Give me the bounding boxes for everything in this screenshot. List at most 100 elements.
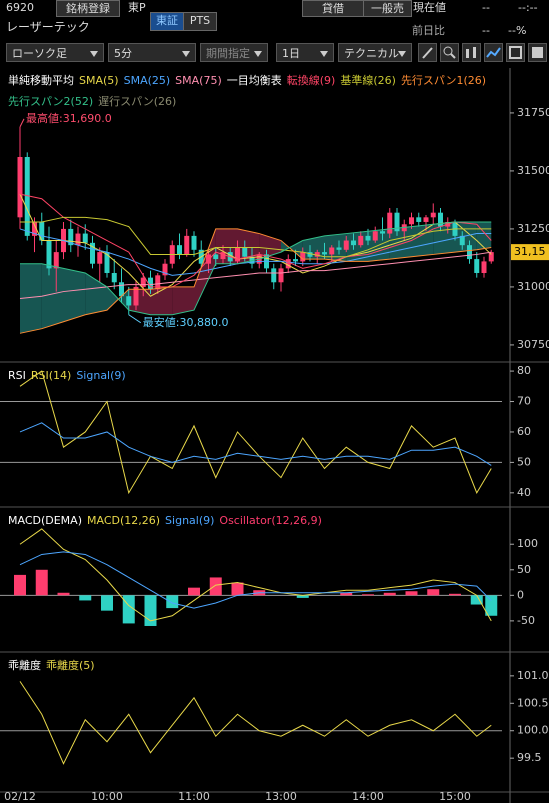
candle-body xyxy=(322,252,327,255)
candle-body xyxy=(126,296,132,306)
change-pct: --% xyxy=(508,24,527,37)
histogram-bar xyxy=(14,574,26,596)
icon xyxy=(532,47,543,58)
candle-body xyxy=(430,212,436,218)
candle-body xyxy=(133,286,139,306)
y-tick-label: 0 xyxy=(517,588,524,601)
y-tick-label: 30750 xyxy=(517,338,549,351)
indicator-line xyxy=(19,422,492,466)
candle-body xyxy=(416,217,422,222)
span-select[interactable]: 1日 xyxy=(276,43,334,62)
candle-body xyxy=(140,277,146,287)
legend-entry: RSI xyxy=(8,369,26,382)
bars-icon[interactable] xyxy=(462,43,481,62)
indicator-line xyxy=(19,551,492,609)
cloud xyxy=(20,263,42,334)
y-tick-label: 31750 xyxy=(517,106,549,119)
icon xyxy=(466,47,476,58)
candle-body xyxy=(32,221,37,236)
histogram-bar xyxy=(485,595,498,616)
candle-body xyxy=(17,157,23,218)
legend-entry: RSI(14) xyxy=(31,369,71,382)
histogram-bar xyxy=(296,595,309,598)
candle-body xyxy=(155,275,161,290)
change: -- xyxy=(482,24,490,37)
cloud xyxy=(433,221,455,255)
stock-code: 6920 xyxy=(6,1,34,14)
candle-body xyxy=(488,252,494,262)
exchange-tab[interactable]: PTS xyxy=(183,12,217,31)
icon xyxy=(422,47,433,59)
candle-body xyxy=(177,245,182,255)
register-button[interactable]: 銘柄登録 xyxy=(56,0,120,17)
sell-button[interactable]: 一般売 xyxy=(363,0,412,17)
y-tick-label: 100.0 xyxy=(517,724,549,737)
legend-entry: 転換線(9) xyxy=(287,73,336,87)
chart-kind-select[interactable]: ローソク足 xyxy=(6,43,104,62)
candle-body xyxy=(409,217,414,225)
candle-body xyxy=(358,235,364,246)
x-tick-label: 11:00 xyxy=(178,790,210,803)
margin-button[interactable]: 貸借 xyxy=(302,0,364,17)
legend-entry: 乖離度(5) xyxy=(46,658,95,672)
y-tick-label: 31000 xyxy=(517,280,549,293)
candle-body xyxy=(329,247,335,255)
candle-body xyxy=(75,233,81,246)
candle-body xyxy=(314,252,320,257)
price-tag-label: 31,15 xyxy=(514,245,546,258)
menu-icon[interactable] xyxy=(528,43,547,62)
legend-entry: SMA(5) xyxy=(79,74,119,87)
candle-body xyxy=(343,240,349,250)
histogram-bar xyxy=(383,592,396,596)
y-tick-label: -50 xyxy=(517,614,535,627)
candle-body xyxy=(372,231,378,241)
legend-entry: 遅行スパン(26) xyxy=(98,95,176,108)
technical-select[interactable]: テクニカル xyxy=(338,43,412,62)
histogram-bar xyxy=(166,595,179,609)
indicator-line xyxy=(19,228,492,276)
histogram-bar xyxy=(122,595,135,624)
legend-entry: 先行スパン2(52) xyxy=(8,95,93,108)
stock-name: レーザーテック xyxy=(6,20,90,34)
cloud xyxy=(411,224,434,257)
icon xyxy=(509,46,522,59)
candle-body xyxy=(213,254,219,260)
interval-select[interactable]: 5分 xyxy=(108,43,196,62)
histogram-bar xyxy=(231,582,244,596)
histogram-bar xyxy=(79,595,92,601)
candle-body xyxy=(46,240,52,269)
zoom-icon[interactable] xyxy=(440,43,459,62)
y-tick-label: 101.0 xyxy=(517,669,549,682)
legend-entry: SMA(75) xyxy=(175,74,222,87)
legend-entry: 基準線(26) xyxy=(340,73,396,87)
x-tick-label: 15:00 xyxy=(439,790,471,803)
candle-body xyxy=(97,252,103,264)
legend-entry: Signal(9) xyxy=(165,514,214,527)
legend-entry: MACD(DEMA) xyxy=(8,514,82,527)
exchange-tab[interactable]: 東証 xyxy=(150,12,184,31)
chart-background xyxy=(0,68,549,803)
histogram-bar xyxy=(209,577,222,596)
candle-body xyxy=(481,261,487,273)
time: --:-- xyxy=(518,1,538,14)
candle-body xyxy=(459,235,465,246)
save-icon[interactable] xyxy=(506,43,525,62)
candle-body xyxy=(24,157,30,236)
indicator-line xyxy=(19,228,492,334)
annotation: 最高値:31,690.0 xyxy=(26,111,112,125)
legend-entry: Signal(9) xyxy=(76,369,125,382)
histogram-bar xyxy=(35,569,48,596)
candle-body xyxy=(278,268,284,283)
candle-body xyxy=(307,252,313,257)
candle-body xyxy=(162,263,168,276)
price: -- xyxy=(482,1,490,14)
legend-entry: Oscillator(12,26,9) xyxy=(219,514,321,527)
line-icon[interactable] xyxy=(484,43,503,62)
candle-body xyxy=(336,247,342,250)
candle-body xyxy=(285,259,291,269)
candle-body xyxy=(271,268,277,283)
period-select[interactable]: 期間指定 xyxy=(200,43,268,62)
draw-icon[interactable] xyxy=(418,43,437,62)
market: 東P xyxy=(128,1,146,14)
